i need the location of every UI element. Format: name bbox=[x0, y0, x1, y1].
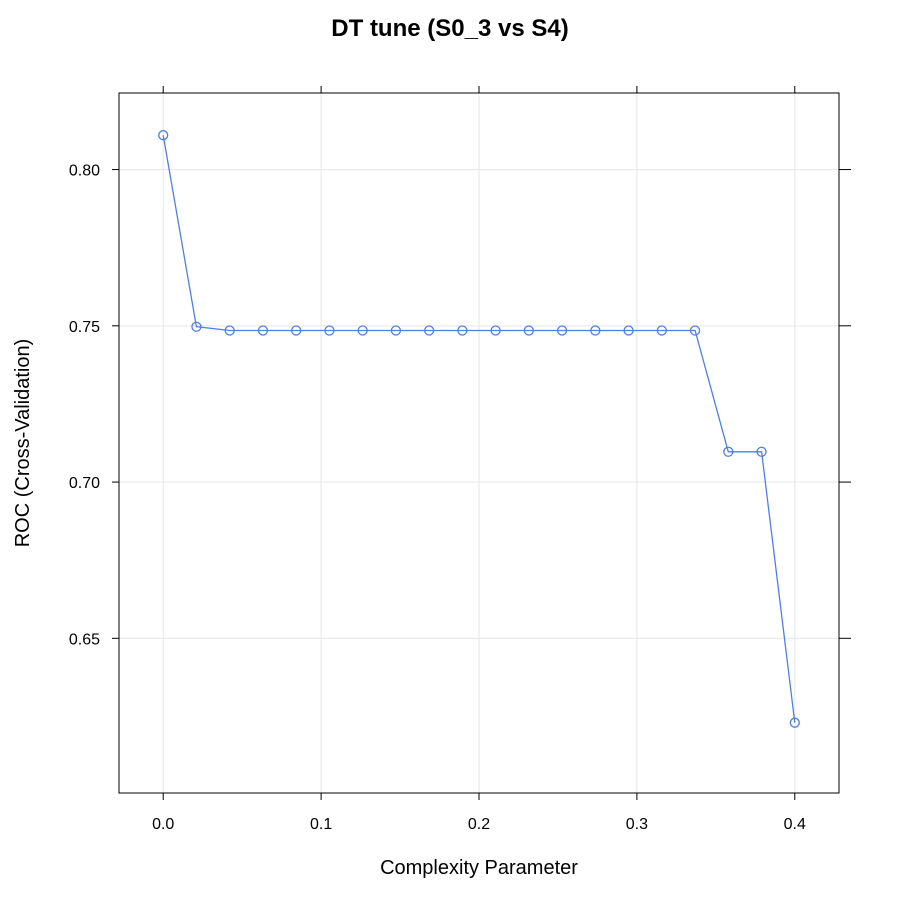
data-point bbox=[158, 130, 169, 141]
x-tick-label: 0.0 bbox=[152, 816, 174, 833]
x-tick-label: 0.3 bbox=[626, 816, 648, 833]
data-point bbox=[257, 325, 269, 336]
data-point bbox=[523, 325, 535, 336]
data-point bbox=[490, 325, 501, 336]
data-point bbox=[689, 325, 701, 336]
data-point bbox=[191, 321, 202, 332]
y-axis-title: ROC (Cross-Validation) bbox=[12, 339, 34, 548]
data-point bbox=[357, 325, 368, 336]
grid bbox=[119, 93, 839, 793]
y-tick-label: 0.75 bbox=[69, 319, 100, 336]
axis-ticks: 0.0 0.1 0.2 0.3 0.4 0.65 0.70 0.75 0.80 bbox=[69, 86, 851, 833]
data-point bbox=[756, 446, 767, 457]
series-line bbox=[162, 135, 796, 723]
series-layer bbox=[158, 130, 800, 728]
data-point bbox=[390, 325, 402, 336]
data-point bbox=[423, 325, 435, 336]
data-point bbox=[324, 325, 335, 336]
data-point bbox=[623, 325, 634, 336]
data-point bbox=[590, 325, 601, 336]
x-axis-title: Complexity Parameter bbox=[380, 857, 578, 879]
data-point bbox=[457, 325, 468, 336]
data-point bbox=[656, 325, 667, 336]
x-tick-label: 0.4 bbox=[784, 816, 806, 833]
data-point bbox=[723, 446, 734, 457]
data-point bbox=[224, 325, 235, 336]
y-tick-label: 0.80 bbox=[69, 163, 100, 180]
data-point bbox=[291, 325, 302, 336]
y-tick-label: 0.65 bbox=[69, 631, 100, 648]
data-point bbox=[789, 717, 800, 728]
x-tick-label: 0.2 bbox=[468, 816, 490, 833]
data-point bbox=[556, 325, 568, 336]
y-tick-label: 0.70 bbox=[69, 475, 100, 492]
chart-title: DT tune (S0_3 vs S4) bbox=[331, 15, 568, 42]
x-tick-label: 0.1 bbox=[310, 816, 332, 833]
